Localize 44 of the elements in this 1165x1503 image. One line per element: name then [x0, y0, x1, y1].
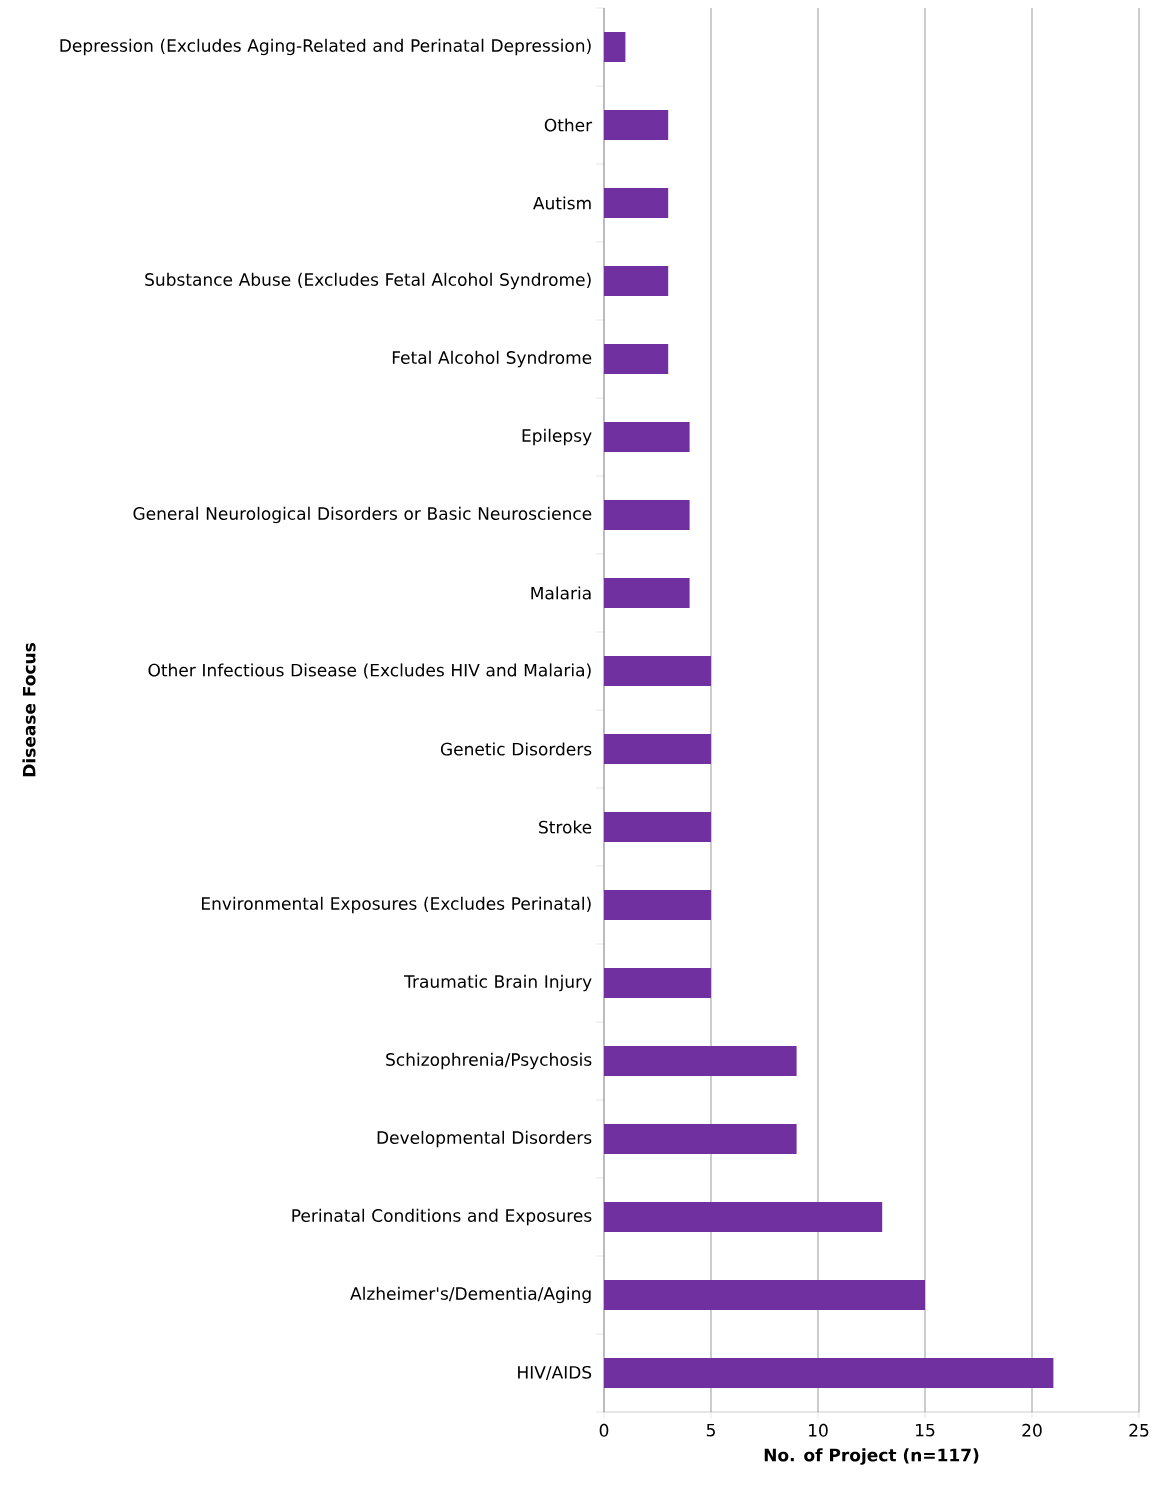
y-tick-label: Developmental Disorders: [377, 1130, 592, 1148]
bar: [604, 1280, 925, 1311]
bar: [604, 422, 690, 452]
bar: [604, 734, 711, 765]
x-tick-label: 25: [1129, 1423, 1149, 1437]
y-tick-label: Genetic Disorders: [440, 742, 592, 756]
y-tick-label: Epilepsy: [522, 428, 592, 446]
bar: [604, 1358, 1054, 1389]
x-tick-label: 20: [1022, 1423, 1042, 1437]
y-tick-label: Malaria: [531, 586, 591, 600]
y-tick-label: Other Infectious Disease (Excludes HIV and Malaria): [148, 663, 591, 679]
x-axis-title: No. of Project (n=117): [764, 1448, 979, 1465]
y-tick-label: Schizophrenia/Psychosis: [386, 1052, 592, 1070]
x-tick-label: 5: [706, 1423, 715, 1437]
bar: [604, 344, 669, 375]
y-axis-title: Disease Focus: [22, 643, 36, 777]
y-tick-label: Depression (Excludes Aging-Related and Perinatal Depression): [60, 38, 591, 56]
bar: [604, 890, 711, 921]
y-tick-label: Autism: [533, 196, 591, 210]
bar: [604, 578, 690, 608]
y-tick-label: Stroke: [539, 820, 592, 834]
bar: [604, 1124, 797, 1155]
y-tick-label: Fetal Alcohol Syndrome: [392, 350, 592, 368]
bar: [604, 812, 711, 843]
bar: [604, 1046, 797, 1077]
bar: [604, 110, 669, 140]
bar: [604, 32, 626, 62]
bar: [604, 500, 690, 531]
y-tick-label: Environmental Exposures (Excludes Perinatal): [202, 896, 591, 914]
bar: [604, 1202, 883, 1233]
y-tick-label: HIV/AIDS: [518, 1365, 592, 1381]
y-tick-label: Traumatic Brain Injury: [404, 974, 592, 992]
bar: [604, 968, 711, 999]
bar: [604, 656, 711, 687]
bar: [604, 266, 669, 296]
bar: [604, 188, 669, 218]
x-tick-label: 15: [916, 1423, 935, 1437]
y-tick-label: Substance Abuse (Excludes Fetal Alcohol Syndrome): [145, 272, 591, 290]
y-tick-label: Other: [544, 118, 593, 132]
y-tick-label: Perinatal Conditions and Exposures: [292, 1208, 592, 1226]
x-tick-label: 0: [599, 1423, 609, 1437]
y-tick-label: Alzheimer's/Dementia/Aging: [350, 1286, 591, 1304]
y-tick-label: General Neurological Disorders or Basic Neuroscience: [133, 506, 592, 524]
x-tick-label: 10: [809, 1423, 828, 1437]
